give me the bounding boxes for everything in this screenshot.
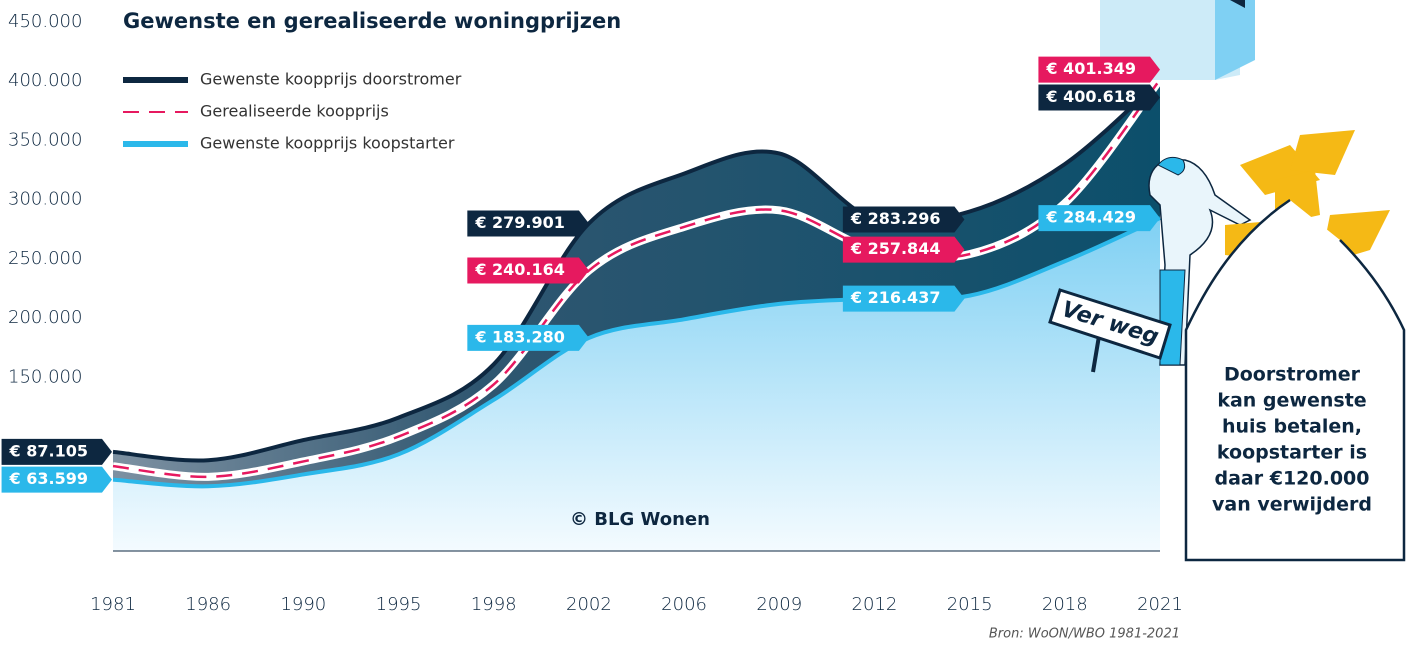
y-tick-label: 400.000 — [8, 70, 82, 91]
tag-shape — [1038, 56, 1160, 83]
tag-shape — [1038, 84, 1160, 111]
value-tag: € 279.901 — [467, 210, 589, 237]
value-tag: € 240.164 — [467, 257, 589, 284]
tag-shape — [1038, 205, 1160, 232]
callout-line: daar €120.000 — [1215, 468, 1370, 490]
value-tag: € 257.844 — [842, 236, 965, 263]
value-tag: € 87.105 — [1, 438, 112, 465]
y-tick-label: 200.000 — [8, 307, 82, 328]
x-tick-label: 2009 — [756, 594, 802, 615]
chart-title: Gewenste en gerealiseerde woningprijzen — [123, 9, 621, 33]
x-tick-label: 2015 — [947, 594, 993, 615]
tag-shape — [1, 466, 112, 493]
tag-shape — [467, 210, 589, 237]
callout-line: Doorstromer — [1224, 364, 1361, 386]
data-label: € 216.437 — [850, 288, 941, 307]
line — [112, 216, 1161, 489]
data-label: € 63.599 — [9, 469, 88, 488]
x-tick-label: 2012 — [852, 594, 898, 615]
x-tick-label: 2018 — [1042, 594, 1088, 615]
data-label: € 87.105 — [9, 441, 88, 460]
y-tick-label: 350.000 — [8, 129, 82, 150]
tag-shape — [842, 206, 965, 233]
data-label: € 400.618 — [1045, 87, 1136, 106]
x-tick-label: 2006 — [661, 594, 707, 615]
x-tick-label: 1986 — [185, 594, 231, 615]
data-label: € 284.429 — [1045, 208, 1136, 227]
data-label: € 183.280 — [474, 327, 565, 346]
line — [112, 78, 1161, 479]
x-tick-label: 1995 — [376, 594, 422, 615]
legend-label: Gewenste koopprijs koopstarter — [200, 134, 455, 153]
tag-shape — [1, 438, 112, 465]
copyright: © BLG Wonen — [570, 509, 710, 530]
value-tag: € 63.599 — [1, 466, 112, 493]
callout-line: huis betalen, — [1222, 416, 1362, 438]
value-tag: € 284.429 — [1038, 205, 1160, 232]
tag-shape — [467, 324, 589, 351]
legend-label: Gewenste koopprijs doorstromer — [200, 70, 462, 89]
tag-shape — [842, 236, 965, 263]
tag-shape — [467, 257, 589, 284]
y-tick-label: 150.000 — [8, 366, 82, 387]
data-label: € 401.349 — [1045, 59, 1136, 78]
value-tag: € 400.618 — [1038, 84, 1160, 111]
source: Bron: WoON/WBO 1981-2021 — [989, 627, 1180, 642]
value-tag: € 183.280 — [467, 324, 589, 351]
tag-shape — [842, 285, 965, 312]
value-tag: € 216.437 — [842, 285, 965, 312]
data-label: € 279.901 — [474, 213, 565, 232]
y-tick-label: 250.000 — [8, 248, 82, 269]
value-tag: € 401.349 — [1038, 56, 1160, 83]
callout-line: kan gewenste — [1217, 390, 1366, 412]
x-tick-label: 2021 — [1137, 594, 1183, 615]
legend-label: Gerealiseerde koopprijs — [200, 102, 389, 121]
y-tick-label: 450.000 — [8, 11, 82, 32]
y-tick-label: 300.000 — [8, 189, 82, 210]
x-tick-label: 1998 — [471, 594, 517, 615]
x-tick-label: 1990 — [280, 594, 326, 615]
callout-line: koopstarter is — [1217, 442, 1367, 464]
data-label: € 257.844 — [850, 239, 941, 258]
data-label: € 283.296 — [850, 209, 941, 228]
x-tick-label: 1981 — [90, 594, 136, 615]
callout-line: van verwijderd — [1212, 494, 1372, 516]
x-tick-label: 2002 — [566, 594, 612, 615]
data-label: € 240.164 — [474, 260, 565, 279]
value-tag: € 283.296 — [842, 206, 965, 233]
line — [112, 78, 1162, 463]
